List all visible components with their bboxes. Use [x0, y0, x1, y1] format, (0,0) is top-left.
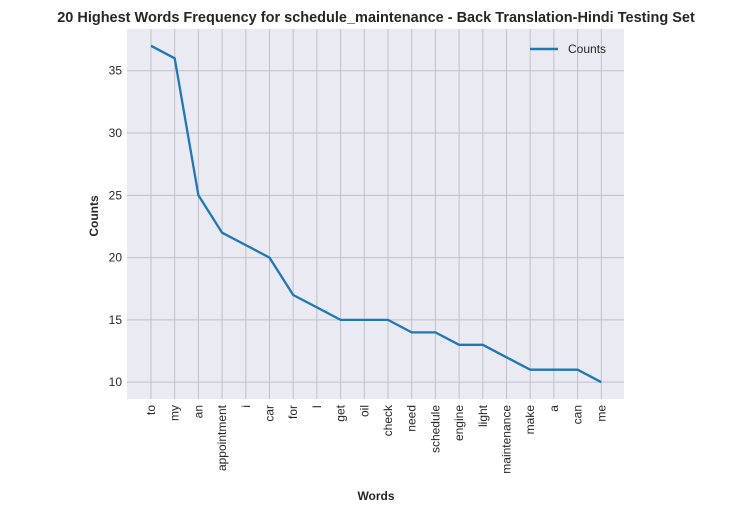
x-tick-label: me: [594, 405, 608, 422]
x-tick-label: to: [144, 405, 158, 415]
legend-label-counts: Counts: [568, 42, 606, 56]
y-tick-label: 35: [109, 64, 123, 78]
grid: [127, 29, 624, 399]
x-tick-label: check: [381, 404, 395, 436]
y-axis-label: Counts: [87, 195, 101, 237]
x-axis-label: Words: [357, 489, 394, 503]
x-tick-label: get: [334, 404, 348, 421]
x-tick-label: maintenance: [500, 405, 514, 474]
y-tick-label: 15: [109, 313, 123, 327]
x-tick-label: for: [286, 405, 300, 419]
x-tick-label: can: [571, 405, 585, 424]
x-tick-label: an: [191, 405, 205, 418]
x-tick-label: schedule: [428, 405, 442, 453]
y-tick-label: 25: [109, 188, 123, 202]
chart-title: 20 Highest Words Frequency for schedule_…: [57, 10, 695, 26]
x-tick-label: my: [168, 405, 182, 421]
x-tick-label: appointment: [215, 404, 229, 471]
y-tick-label: 30: [109, 126, 123, 140]
x-tick-label: a: [547, 405, 561, 412]
x-tick-label: car: [263, 405, 277, 422]
x-tick-label: I: [310, 405, 324, 408]
y-tick-label: 10: [109, 375, 123, 389]
legend: Counts: [530, 42, 606, 56]
series-layer: [150, 44, 602, 384]
y-tick-label: 20: [109, 251, 123, 265]
x-tick-label: oil: [357, 405, 371, 417]
series-line-counts: [150, 44, 602, 384]
x-tick-label: make: [523, 405, 537, 435]
x-tick-label: i: [239, 405, 253, 408]
plot-area: [127, 29, 624, 399]
x-tick-label: engine: [452, 405, 466, 441]
x-tick-label: need: [405, 405, 419, 432]
x-tick-label: light: [476, 404, 490, 427]
